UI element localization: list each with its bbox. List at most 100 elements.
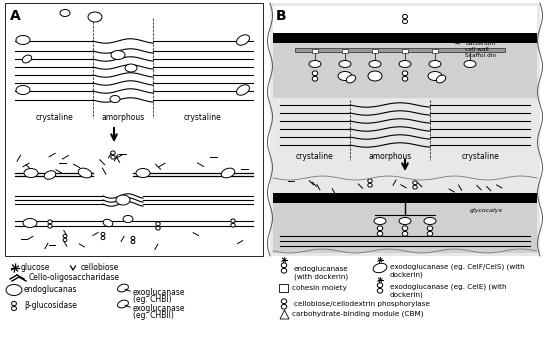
Ellipse shape bbox=[464, 61, 476, 68]
Bar bbox=[372, 49, 378, 53]
Bar bbox=[279, 284, 288, 292]
Ellipse shape bbox=[346, 75, 356, 83]
Bar bbox=[432, 49, 438, 53]
Ellipse shape bbox=[131, 236, 135, 240]
Ellipse shape bbox=[110, 95, 120, 103]
Ellipse shape bbox=[24, 168, 38, 178]
Ellipse shape bbox=[368, 71, 382, 81]
Text: exodoglucanase (eg. CelE) (with
dockerin): exodoglucanase (eg. CelE) (with dockerin… bbox=[390, 284, 506, 298]
Bar bbox=[402, 49, 408, 53]
Ellipse shape bbox=[111, 155, 115, 159]
Ellipse shape bbox=[156, 226, 160, 230]
Ellipse shape bbox=[60, 10, 70, 16]
Bar bbox=[342, 49, 348, 53]
Ellipse shape bbox=[103, 219, 113, 227]
Ellipse shape bbox=[78, 168, 92, 178]
Ellipse shape bbox=[11, 306, 16, 311]
Ellipse shape bbox=[377, 288, 383, 293]
Ellipse shape bbox=[48, 220, 52, 224]
Text: glycocalyx: glycocalyx bbox=[470, 208, 503, 213]
Ellipse shape bbox=[156, 222, 160, 226]
Ellipse shape bbox=[281, 304, 287, 309]
Ellipse shape bbox=[368, 183, 372, 187]
Ellipse shape bbox=[22, 55, 32, 63]
Ellipse shape bbox=[427, 226, 433, 231]
Ellipse shape bbox=[402, 71, 408, 75]
Bar bbox=[273, 203, 537, 253]
Ellipse shape bbox=[338, 72, 352, 80]
Ellipse shape bbox=[16, 36, 30, 44]
Ellipse shape bbox=[111, 151, 115, 155]
Ellipse shape bbox=[368, 179, 372, 183]
Ellipse shape bbox=[231, 223, 235, 227]
Ellipse shape bbox=[23, 219, 37, 227]
Ellipse shape bbox=[44, 171, 56, 179]
Ellipse shape bbox=[369, 61, 381, 68]
Text: B: B bbox=[276, 9, 287, 23]
Ellipse shape bbox=[399, 218, 411, 225]
Text: crystaline: crystaline bbox=[461, 152, 499, 161]
Ellipse shape bbox=[101, 232, 105, 236]
Text: Cello-oligosaccharidase: Cello-oligosaccharidase bbox=[29, 273, 120, 283]
Ellipse shape bbox=[309, 61, 321, 68]
Ellipse shape bbox=[374, 218, 386, 225]
Ellipse shape bbox=[377, 283, 383, 288]
Ellipse shape bbox=[403, 14, 408, 19]
Text: (eg. CHBII): (eg. CHBII) bbox=[133, 311, 174, 320]
Bar bbox=[273, 33, 537, 43]
Text: (eg. CHBI): (eg. CHBI) bbox=[133, 295, 172, 304]
Ellipse shape bbox=[11, 302, 16, 306]
Ellipse shape bbox=[402, 231, 408, 236]
Ellipse shape bbox=[125, 64, 137, 72]
Text: endoglucanase
(with dockerin): endoglucanase (with dockerin) bbox=[294, 266, 349, 280]
Bar bbox=[312, 49, 318, 53]
Ellipse shape bbox=[413, 181, 417, 185]
Ellipse shape bbox=[377, 226, 383, 231]
Ellipse shape bbox=[48, 224, 52, 228]
Ellipse shape bbox=[237, 35, 250, 45]
Text: A: A bbox=[10, 9, 21, 23]
Polygon shape bbox=[280, 310, 289, 319]
Ellipse shape bbox=[118, 284, 129, 292]
Text: exoglucanase: exoglucanase bbox=[133, 304, 185, 313]
Bar bbox=[270, 3, 540, 256]
Ellipse shape bbox=[6, 284, 22, 295]
Bar bbox=[273, 43, 537, 98]
Ellipse shape bbox=[402, 226, 408, 231]
Ellipse shape bbox=[237, 85, 250, 95]
Ellipse shape bbox=[63, 234, 67, 238]
Ellipse shape bbox=[437, 75, 446, 83]
Ellipse shape bbox=[118, 300, 129, 308]
Ellipse shape bbox=[221, 168, 235, 178]
Ellipse shape bbox=[281, 268, 287, 273]
Text: exoglucanase: exoglucanase bbox=[133, 288, 185, 297]
Text: exodoglucanase (eg. CelF/CelS) (with
dockerin): exodoglucanase (eg. CelF/CelS) (with doc… bbox=[390, 264, 525, 278]
Ellipse shape bbox=[402, 77, 408, 81]
Ellipse shape bbox=[427, 231, 433, 236]
Text: cellobiose: cellobiose bbox=[81, 263, 119, 272]
Ellipse shape bbox=[312, 77, 318, 81]
Ellipse shape bbox=[339, 61, 351, 68]
Text: amorphous: amorphous bbox=[101, 113, 144, 122]
Text: endoglucanas: endoglucanas bbox=[24, 286, 77, 294]
Ellipse shape bbox=[16, 85, 30, 94]
Ellipse shape bbox=[281, 299, 287, 304]
Ellipse shape bbox=[123, 215, 133, 222]
Bar bbox=[273, 6, 537, 33]
Text: crystaline: crystaline bbox=[184, 113, 222, 122]
Text: cohesin moiety: cohesin moiety bbox=[292, 285, 347, 291]
Ellipse shape bbox=[88, 12, 102, 22]
Bar bbox=[273, 193, 537, 203]
Ellipse shape bbox=[63, 238, 67, 242]
Text: Bacterium
cell wall
Scaffol din: Bacterium cell wall Scaffol din bbox=[438, 38, 496, 58]
Ellipse shape bbox=[281, 263, 287, 268]
Ellipse shape bbox=[429, 61, 441, 68]
Ellipse shape bbox=[373, 263, 387, 273]
Ellipse shape bbox=[377, 231, 383, 236]
Text: glucose: glucose bbox=[21, 263, 50, 272]
Ellipse shape bbox=[403, 19, 408, 23]
Text: carbohydrate-binding module (CBM): carbohydrate-binding module (CBM) bbox=[292, 311, 423, 317]
Ellipse shape bbox=[413, 185, 417, 189]
Text: cellobiose/cellodextrin phosphorylase: cellobiose/cellodextrin phosphorylase bbox=[294, 301, 430, 307]
Ellipse shape bbox=[312, 71, 318, 75]
